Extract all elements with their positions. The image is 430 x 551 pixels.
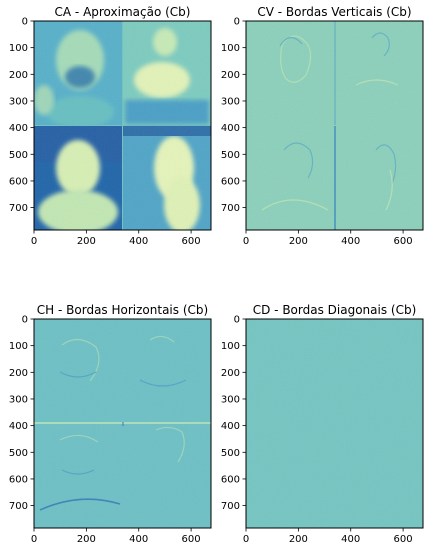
heatmap-image (246, 319, 423, 528)
x-tick-label: 200 (289, 236, 308, 247)
axes-frame (245, 20, 424, 231)
axes-frame (245, 318, 424, 529)
subplot-title: CA - Aproximação (Cb) (55, 5, 191, 19)
y-tick-label: 300 (221, 96, 240, 107)
y-tick-label: 0 (22, 17, 28, 28)
y-tick-label: 600 (9, 176, 28, 187)
x-tick-label: 600 (394, 236, 413, 247)
y-tick-label: 100 (221, 341, 240, 352)
x-tick-label: 600 (182, 236, 201, 247)
heatmap-image (246, 21, 423, 230)
y-tick-label: 100 (9, 43, 28, 54)
subplot-cd: CD - Bordas Diagonais (Cb) 0 200 400 600 0 10… (221, 303, 424, 545)
y-tick-label: 600 (221, 176, 240, 187)
y-tick-label: 500 (9, 150, 28, 161)
x-tick-label: 0 (243, 534, 249, 545)
x-tick-label: 400 (129, 236, 148, 247)
y-tick-label: 300 (9, 96, 28, 107)
x-tick-label: 0 (31, 236, 37, 247)
y-tick-label: 400 (221, 421, 240, 432)
y-tick-label: 100 (9, 341, 28, 352)
x-tick-label: 600 (182, 534, 201, 545)
y-tick-label: 600 (221, 474, 240, 485)
x-tick-label: 600 (394, 534, 413, 545)
y-tick-label: 400 (9, 123, 28, 134)
subplot-title: CH - Bordas Horizontais (Cb) (37, 303, 208, 317)
x-tick-label: 400 (341, 534, 360, 545)
subplot-title: CV - Bordas Verticais (Cb) (257, 5, 411, 19)
x-tick-label: 0 (31, 534, 37, 545)
y-tick-label: 400 (9, 421, 28, 432)
x-tick-label: 0 (243, 236, 249, 247)
x-tick-label: 400 (129, 534, 148, 545)
y-tick-label: 200 (9, 70, 28, 81)
subplot-title: CD - Bordas Diagonais (Cb) (253, 303, 417, 317)
y-tick-label: 0 (234, 17, 240, 28)
x-tick-label: 400 (341, 236, 360, 247)
y-tick-label: 600 (9, 474, 28, 485)
subplot-ch: CH - Bordas Horizontais (Cb) 0 200 400 600 0… (9, 303, 212, 545)
heatmap-image (34, 319, 211, 528)
y-tick-label: 100 (221, 43, 240, 54)
subplot-ca: CA - Aproximação (Cb) (9, 5, 212, 247)
axes-frame (33, 318, 212, 529)
subplot-cv: CV - Bordas Verticais (Cb) 0 200 400 600 0 10… (221, 5, 424, 247)
x-tick-label: 200 (77, 534, 96, 545)
y-tick-label: 500 (221, 448, 240, 459)
y-tick-label: 500 (9, 448, 28, 459)
y-tick-label: 300 (9, 394, 28, 405)
y-tick-label: 700 (9, 501, 28, 512)
y-tick-label: 0 (234, 315, 240, 326)
y-tick-label: 200 (9, 368, 28, 379)
y-tick-label: 200 (221, 368, 240, 379)
heatmap-image (34, 21, 211, 230)
y-tick-label: 400 (221, 123, 240, 134)
y-tick-label: 500 (221, 150, 240, 161)
x-tick-label: 200 (289, 534, 308, 545)
axes-frame (33, 20, 212, 231)
y-tick-label: 700 (221, 501, 240, 512)
y-tick-label: 200 (221, 70, 240, 81)
y-tick-label: 300 (221, 394, 240, 405)
y-tick-label: 700 (221, 203, 240, 214)
y-tick-label: 0 (22, 315, 28, 326)
y-tick-label: 700 (9, 203, 28, 214)
x-tick-label: 200 (77, 236, 96, 247)
